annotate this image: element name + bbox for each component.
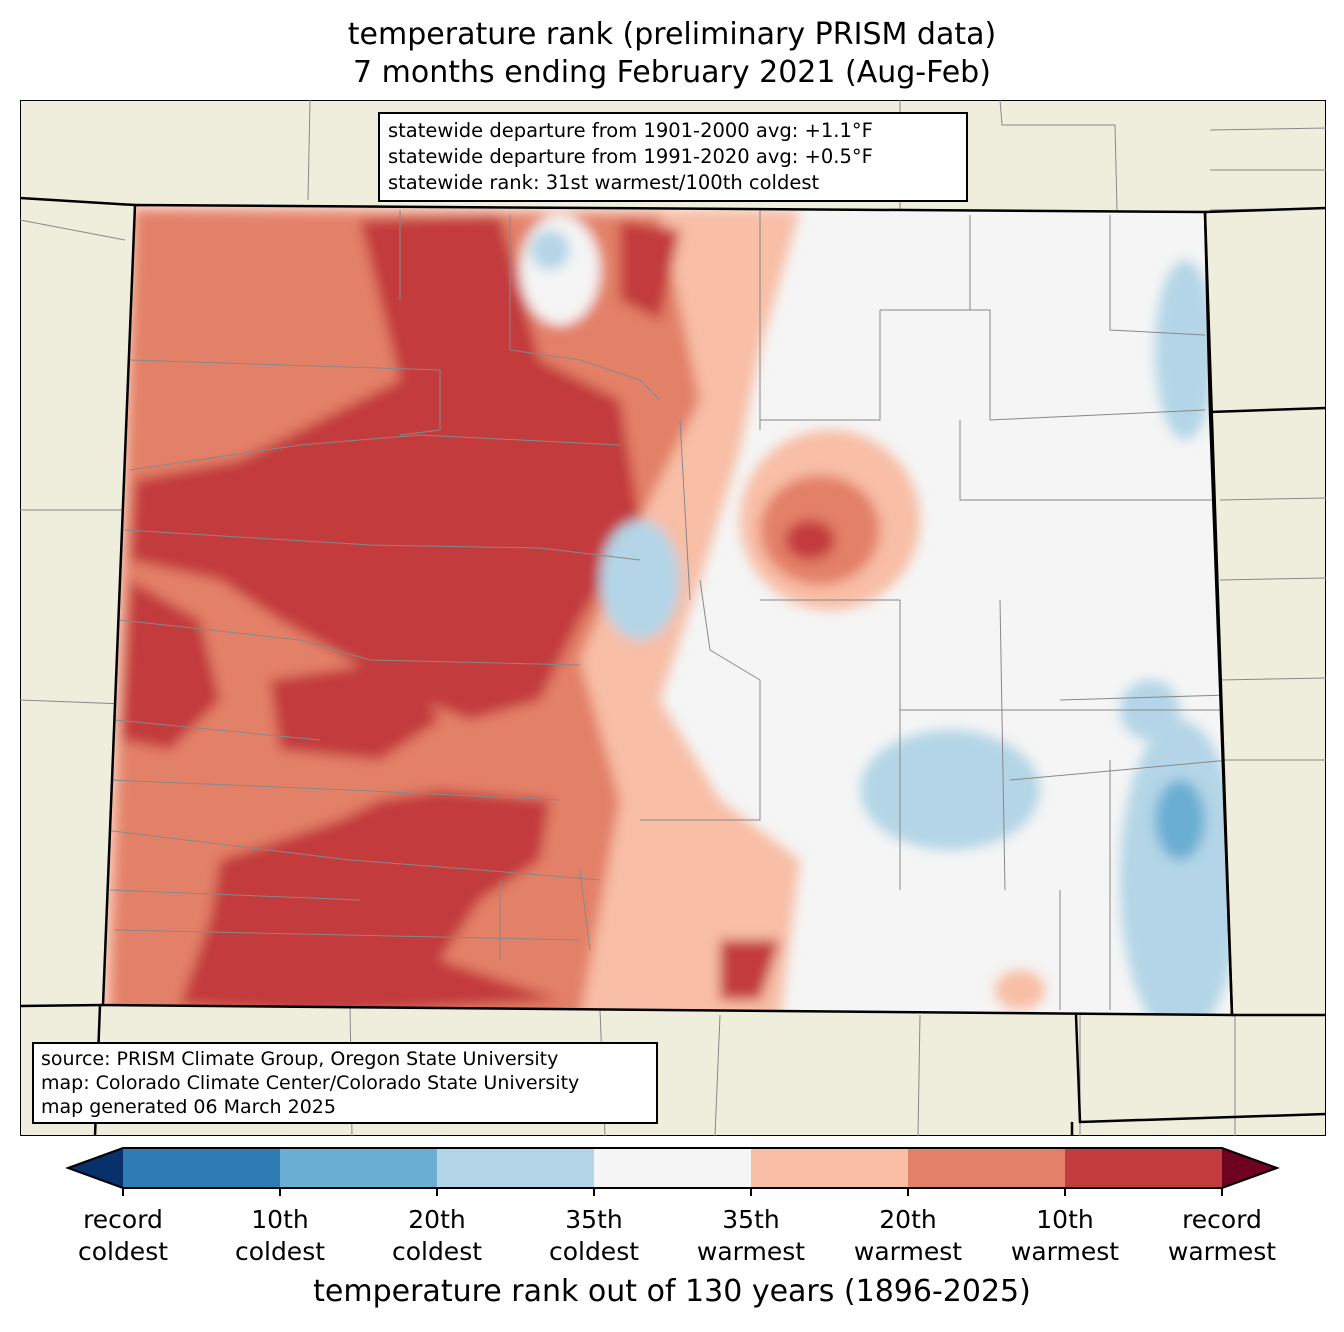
- colorbar-label: temperature rank out of 130 years (1896-…: [313, 1274, 1031, 1309]
- tick-label: 20th warmest: [838, 1204, 978, 1268]
- tick-label-line1: 10th: [251, 1205, 309, 1234]
- tick-label-line1: record: [1182, 1205, 1262, 1234]
- tick-label-line1: 20th: [408, 1205, 466, 1234]
- tick-label-line2: coldest: [77, 1237, 169, 1266]
- tick-label-line2: coldest: [391, 1237, 483, 1266]
- source-box: source: PRISM Climate Group, Oregon Stat…: [32, 1042, 658, 1124]
- colorbar-segment: [437, 1148, 594, 1188]
- colorbar: [65, 1147, 1280, 1196]
- neighbor-county-lines: [20, 100, 1326, 1136]
- tick-label-line2: warmest: [1167, 1237, 1277, 1266]
- tick-label-line2: coldest: [234, 1237, 326, 1266]
- tick-label-line2: warmest: [1010, 1237, 1120, 1266]
- tick-label-line1: 20th: [879, 1205, 937, 1234]
- tick-label-line1: 10th: [1036, 1205, 1094, 1234]
- county-lines: [104, 210, 1231, 1010]
- colorbar-segment: [1065, 1148, 1222, 1188]
- statewide-stats-box: statewide departure from 1901-2000 avg: …: [378, 112, 968, 202]
- colorbar-segment: [280, 1148, 437, 1188]
- tick-label: record coldest: [53, 1204, 193, 1268]
- colorbar-segment: [908, 1148, 1065, 1188]
- colorbar-segment: [123, 1148, 280, 1188]
- tick-label-line2: warmest: [696, 1237, 806, 1266]
- tick-label: 10th warmest: [995, 1204, 1135, 1268]
- departure-1991-2020: statewide departure from 1991-2020 avg: …: [388, 145, 873, 168]
- colorbar-extend-low: [68, 1148, 123, 1188]
- colorado-temperature-rank-map: [20, 100, 1326, 1136]
- tick-label-line1: 35th: [565, 1205, 623, 1234]
- colorbar-segment: [751, 1148, 908, 1188]
- tick-label: 35th coldest: [524, 1204, 664, 1268]
- tick-label: 20th coldest: [367, 1204, 507, 1268]
- map-title: temperature rank (preliminary PRISM data…: [347, 17, 997, 52]
- tick-label-line2: coldest: [548, 1237, 640, 1266]
- tick-label: 10th coldest: [210, 1204, 350, 1268]
- tick-label: record warmest: [1152, 1204, 1292, 1268]
- tick-label-line1: 35th: [722, 1205, 780, 1234]
- tick-label-line2: warmest: [853, 1237, 963, 1266]
- source-line: source: PRISM Climate Group, Oregon Stat…: [41, 1048, 559, 1070]
- colorbar-segment: [594, 1148, 751, 1188]
- rank-shading: [103, 205, 1232, 1015]
- map-credit-line: map: Colorado Climate Center/Colorado St…: [41, 1072, 580, 1094]
- tick-label: 35th warmest: [681, 1204, 821, 1268]
- tick-label-line1: record: [83, 1205, 163, 1234]
- statewide-rank: statewide rank: 31st warmest/100th colde…: [388, 171, 820, 194]
- map-subtitle: 7 months ending February 2021 (Aug-Feb): [353, 55, 991, 90]
- generated-date-line: map generated 06 March 2025: [41, 1096, 336, 1118]
- colorbar-extend-high: [1222, 1148, 1277, 1188]
- departure-1901-2000: statewide departure from 1901-2000 avg: …: [388, 119, 873, 142]
